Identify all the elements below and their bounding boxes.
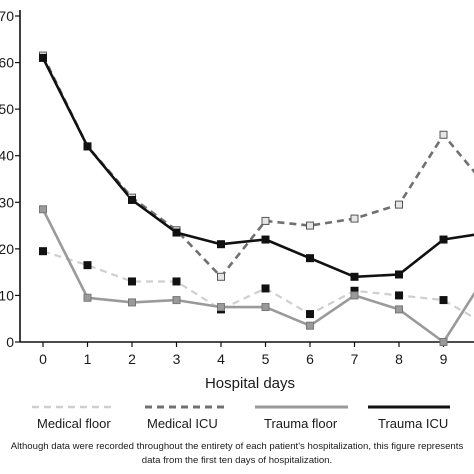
data-point-trauma-icu (39, 53, 47, 62)
x-tick-label: 9 (440, 351, 448, 367)
data-point-trauma-floor (128, 298, 136, 307)
x-tick-label: 1 (84, 351, 92, 367)
data-point-trauma-icu (261, 235, 270, 244)
x-tick-label: 7 (351, 351, 359, 367)
data-point-trauma-floor (83, 293, 92, 302)
x-axis-title: Hospital days (205, 375, 295, 392)
figure-caption: Although data were recorded throughout t… (10, 441, 464, 466)
x-tick-label: 6 (306, 351, 314, 367)
data-point-trauma-icu (439, 235, 448, 244)
data-point-medical-icu (306, 221, 314, 230)
y-tick-label: 10 (0, 287, 14, 303)
data-point-trauma-floor (217, 303, 225, 312)
data-point-medical-floor (39, 247, 47, 256)
data-point-trauma-floor (395, 305, 403, 314)
data-point-medical-floor (128, 277, 136, 286)
y-tick-label: 70 (0, 8, 14, 24)
legend-label-trauma-icu: Trauma ICU (378, 416, 448, 431)
axes (15, 10, 474, 347)
data-point-medical-floor (83, 261, 92, 270)
data-point-medical-floor (306, 310, 314, 319)
data-point-trauma-icu (172, 228, 181, 237)
data-point-medical-icu (439, 130, 448, 139)
series-line-medical-icu (41, 55, 474, 279)
x-tick-label: 0 (39, 351, 47, 367)
data-point-trauma-icu (350, 272, 359, 281)
legend: Medical floor Medical ICU Trauma floor Trau… (32, 405, 450, 431)
data-point-trauma-floor (261, 303, 270, 312)
data-point-medical-floor (395, 291, 403, 300)
legend-label-medical-icu: Medical ICU (147, 416, 218, 431)
x-tick-label: 4 (217, 351, 225, 367)
data-point-medical-icu (395, 200, 403, 209)
y-tick-label: 20 (0, 241, 14, 257)
data-point-medical-floor (261, 284, 270, 293)
data-point-trauma-icu (306, 254, 314, 263)
legend-label-medical-floor: Medical floor (37, 416, 111, 431)
data-point-medical-floor (172, 277, 181, 286)
y-tick-label: 40 (0, 148, 14, 164)
x-tick-label: 3 (173, 351, 181, 367)
data-point-medical-floor (439, 296, 448, 305)
data-point-medical-icu (217, 272, 225, 281)
data-point-trauma-floor (350, 291, 359, 300)
data-point-trauma-floor (439, 338, 448, 346)
series-line-medical-floor (42, 250, 474, 319)
data-point-trauma-floor (39, 205, 47, 214)
data-point-trauma-icu (128, 195, 136, 204)
tick-labels: 01020304050607001234567891 (0, 8, 448, 367)
y-tick-label: 0 (6, 334, 14, 350)
x-tick-label: 2 (128, 351, 136, 367)
series-lines (41, 55, 474, 344)
y-tick-label: 60 (0, 55, 14, 71)
data-point-trauma-floor (306, 321, 314, 330)
data-point-trauma-icu (395, 270, 403, 279)
series-markers (39, 51, 448, 346)
y-tick-label: 50 (0, 101, 14, 117)
legend-label-trauma-floor: Trauma floor (264, 416, 338, 431)
series-line-trauma-icu (41, 57, 474, 279)
data-point-trauma-floor (172, 296, 181, 305)
y-tick-label: 30 (0, 194, 14, 210)
data-point-trauma-icu (217, 240, 225, 249)
data-point-medical-icu (350, 214, 359, 223)
x-tick-label: 5 (262, 351, 270, 367)
data-point-medical-icu (261, 216, 270, 225)
x-tick-label: 8 (395, 351, 403, 367)
data-point-trauma-icu (83, 142, 92, 151)
